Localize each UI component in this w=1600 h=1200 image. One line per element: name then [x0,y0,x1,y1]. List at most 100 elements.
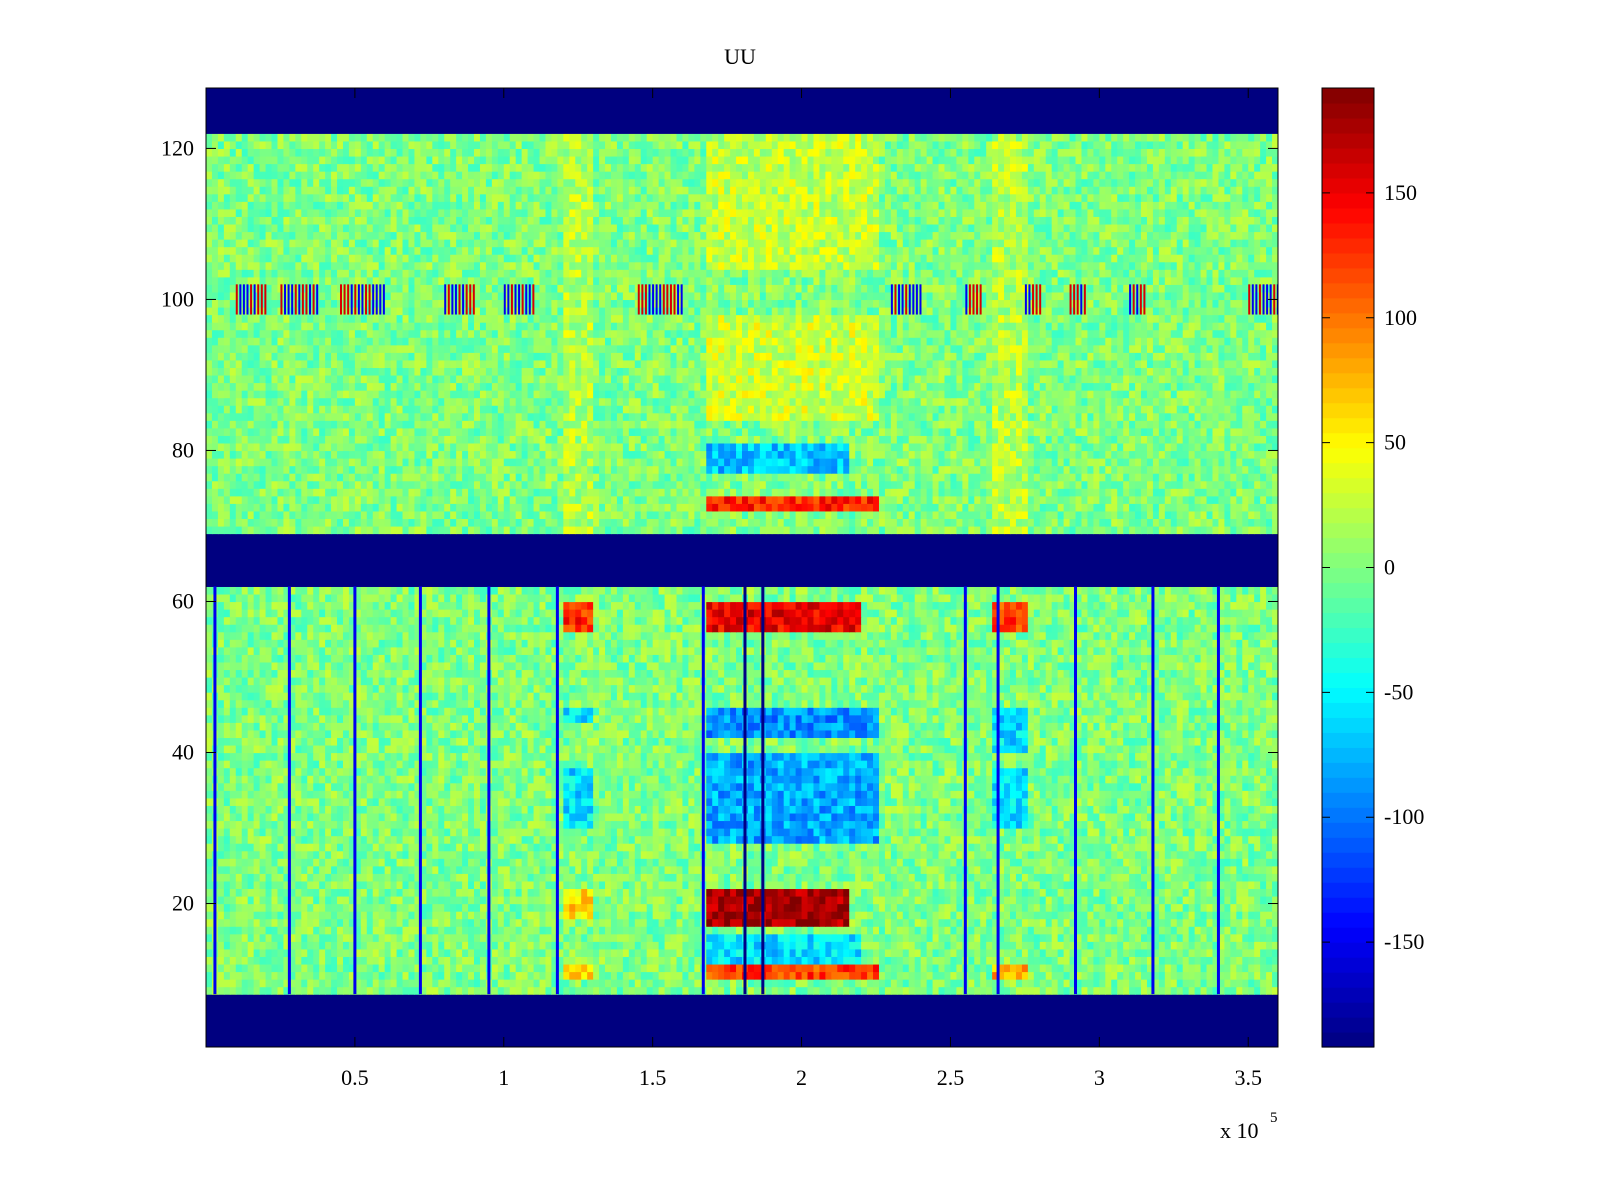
heatmap-cell [1111,858,1118,867]
heatmap-cell [628,963,636,973]
heatmap-cell [837,895,844,905]
heatmap-cell [1129,933,1136,942]
heatmap-cell [950,963,957,973]
heatmap-cell [1039,835,1047,844]
heatmap-cell [640,820,648,829]
heatmap-cell [384,956,392,965]
heatmap-cell [515,880,523,890]
heatmap-cell [843,926,850,935]
heatmap-cell [1075,828,1083,837]
heatmap-cell [319,805,326,814]
heatmap-cell [1111,895,1118,905]
heatmap-cell [360,903,368,912]
heatmap-cell [527,850,535,859]
heatmap-cell [259,797,267,806]
heatmap-cell [1027,903,1035,912]
heatmap-cell [1158,895,1166,905]
heatmap-cell [599,790,606,799]
heatmap-cell [622,828,630,837]
heatmap-cell [878,812,886,822]
heatmap-cell [319,873,326,882]
heatmap-cell [271,820,279,829]
heatmap-cell [1224,926,1231,935]
heatmap-cell [289,828,296,837]
heatmap-cell [974,971,981,980]
heatmap-cell [1129,971,1136,980]
heatmap-cell [259,888,267,897]
heatmap-cell [1242,933,1249,942]
heatmap-cell [545,835,553,844]
heatmap-cell [801,835,809,844]
heatmap-cell [408,865,416,874]
heatmap-cell [1242,926,1249,935]
heatmap-cell [807,805,815,814]
heatmap-cell [1182,880,1190,890]
heatmap-cell [1117,926,1124,935]
heatmap-cell [563,790,570,799]
heatmap-cell [1146,979,1154,988]
heatmap-cell [408,986,416,995]
heatmap-cell [658,941,666,950]
heatmap-cell [521,956,529,965]
heatmap-cell [438,948,445,957]
heatmap-cell [1099,812,1106,822]
heatmap-cell [873,873,880,882]
heatmap-cell [1236,986,1243,995]
heatmap-cell [980,873,987,882]
heatmap-cell [1146,911,1154,920]
heatmap-cell [420,986,427,995]
heatmap-cell [789,941,797,950]
heatmap-cell [1182,843,1190,852]
heatmap-cell [402,933,410,942]
heatmap-cell [884,782,892,791]
heatmap-cell [396,850,404,859]
heatmap-cell [1099,956,1106,965]
heatmap-cell [593,895,600,905]
heatmap-cell [587,911,594,920]
heatmap-cell [575,843,582,852]
heatmap-cell [1236,805,1243,814]
heatmap-cell [1117,979,1124,988]
heatmap-cell [658,971,666,980]
heatmap-cell [1152,926,1160,935]
heatmap-cell [676,933,684,942]
heatmap-cell [634,805,642,814]
heatmap-cell [747,835,755,844]
heatmap-cell [765,782,773,791]
heatmap-cell [474,820,481,829]
heatmap-cell [998,956,1005,965]
heatmap-cell [706,903,713,912]
heatmap-cell [1224,956,1231,965]
heatmap-cell [1075,805,1083,814]
heatmap-cell [795,918,803,927]
heatmap-cell [646,986,654,995]
heatmap-cell [497,797,505,806]
heatmap-cell [670,933,678,942]
heatmap-cell [730,963,737,973]
heatmap-cell [849,843,856,852]
heatmap-cell [563,865,570,874]
heatmap-cell [1057,963,1065,973]
heatmap-cell [616,979,624,988]
heatmap-cell [694,790,701,799]
heatmap-cell [223,941,231,950]
heatmap-cell [301,812,308,822]
heatmap-cell [533,850,541,859]
heatmap-cell [670,858,678,867]
heatmap-cell [896,948,904,957]
heatmap-cell [974,895,981,905]
heatmap-cell [259,895,267,905]
heatmap-cell [337,805,344,814]
heatmap-cell [706,979,713,988]
heatmap-cell [992,828,999,837]
heatmap-cell [950,805,957,814]
heatmap-cell [414,812,421,822]
heatmap-cell [1230,918,1237,927]
heatmap-cell [420,888,427,897]
heatmap-cell [337,963,344,973]
heatmap-cell [521,858,529,867]
heatmap-cell [301,790,308,799]
heatmap-cell [682,820,689,829]
heatmap-cell [980,895,987,905]
heatmap-cell [861,812,868,822]
